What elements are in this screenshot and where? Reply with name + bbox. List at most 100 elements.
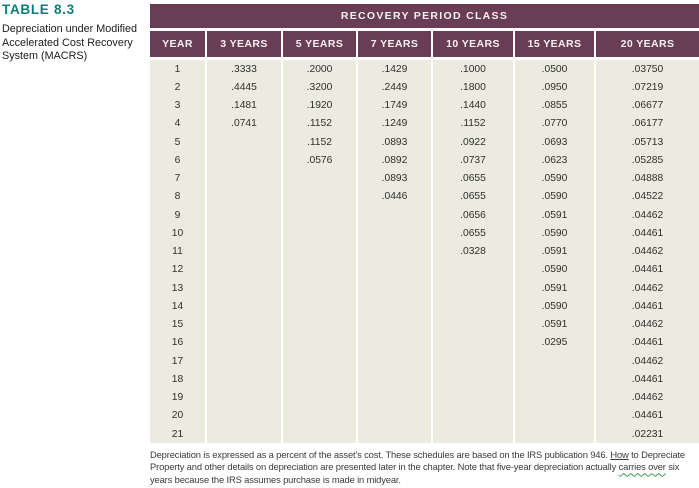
table-cell: .0590 <box>515 169 594 188</box>
table-cell: .06677 <box>596 96 699 115</box>
table-cell: .0655 <box>433 187 513 206</box>
table-cell: .04462 <box>596 352 699 371</box>
table-cell <box>283 388 356 407</box>
table-cell: .04461 <box>596 224 699 243</box>
table-cell <box>283 297 356 316</box>
table-cell <box>207 242 281 261</box>
table-cell: 5 <box>150 133 205 152</box>
table-cell <box>207 279 281 298</box>
table-cell: 16 <box>150 333 205 352</box>
table-cell: .1440 <box>433 96 513 115</box>
table-cell: .04462 <box>596 206 699 225</box>
table-cell: .0655 <box>433 169 513 188</box>
table-cell: .0922 <box>433 133 513 152</box>
footnote: Depreciation is expressed as a percent o… <box>150 449 699 486</box>
table-title-band: RECOVERY PERIOD CLASS <box>150 4 699 28</box>
table-cell: .04461 <box>596 370 699 389</box>
table-cell <box>358 388 431 407</box>
table-cell <box>515 406 594 425</box>
table-cell <box>358 425 431 444</box>
table-cell: .0446 <box>358 187 431 206</box>
macrs-table: RECOVERY PERIOD CLASS YEAR 3 YEARS 5 YEARS… <box>150 4 699 444</box>
table-header-row: YEAR 3 YEARS 5 YEARS 7 YEARS 10 YEARS 15 YEAR… <box>150 31 699 57</box>
table-cell: .0590 <box>515 260 594 279</box>
table-cell <box>283 406 356 425</box>
table-cell <box>433 260 513 279</box>
column-header: 5 YEARS <box>283 31 356 57</box>
table-cell: 9 <box>150 206 205 225</box>
table-cell <box>207 260 281 279</box>
table-cell <box>358 370 431 389</box>
table-cell: 19 <box>150 388 205 407</box>
table-cell: .1000 <box>433 60 513 79</box>
table-cell: .0893 <box>358 133 431 152</box>
table-cell: 10 <box>150 224 205 243</box>
table-cell <box>433 425 513 444</box>
table-cell <box>433 406 513 425</box>
table-cell <box>283 242 356 261</box>
table-cell <box>358 352 431 371</box>
table-cell: .04522 <box>596 187 699 206</box>
table-cell <box>207 352 281 371</box>
column-header: 20 YEARS <box>596 31 699 57</box>
table-cell <box>358 260 431 279</box>
table-cell: 11 <box>150 242 205 261</box>
table-cell: 3 <box>150 96 205 115</box>
table-cell <box>358 224 431 243</box>
column-header: 3 YEARS <box>207 31 281 57</box>
table-cell: .1800 <box>433 78 513 97</box>
table-cell <box>207 224 281 243</box>
table-cell <box>515 388 594 407</box>
table-cell <box>283 206 356 225</box>
table-cell <box>283 169 356 188</box>
table-cell: .0741 <box>207 114 281 133</box>
column-header: YEAR <box>150 31 205 57</box>
table-cell <box>283 333 356 352</box>
table-cell: .06177 <box>596 114 699 133</box>
column-header: 10 YEARS <box>433 31 513 57</box>
table-cell: .03750 <box>596 60 699 79</box>
table-cell <box>433 370 513 389</box>
table-cell <box>358 279 431 298</box>
table-cell <box>358 406 431 425</box>
footnote-text-3: six years because the IRS assumes purcha… <box>150 461 680 485</box>
table-cell: 15 <box>150 315 205 334</box>
table-cell: .0500 <box>515 60 594 79</box>
table-cell <box>207 169 281 188</box>
table-cell: .0328 <box>433 242 513 261</box>
table-cell: 20 <box>150 406 205 425</box>
table-cell: .0591 <box>515 206 594 225</box>
table-cell: .0892 <box>358 151 431 170</box>
table-cell: .0693 <box>515 133 594 152</box>
table-cell: 2 <box>150 78 205 97</box>
table-cell <box>433 297 513 316</box>
table-cell: 8 <box>150 187 205 206</box>
table-cell <box>515 352 594 371</box>
table-cell <box>207 388 281 407</box>
table-cell: 14 <box>150 297 205 316</box>
table-cell: .1152 <box>283 133 356 152</box>
table-cell: .0590 <box>515 224 594 243</box>
table-cell: .04461 <box>596 333 699 352</box>
table-cell: 4 <box>150 114 205 133</box>
footnote-text-1: Depreciation is expressed as a percent o… <box>150 449 611 460</box>
table-cell: .1152 <box>433 114 513 133</box>
table-cell <box>207 151 281 170</box>
table-cell <box>433 333 513 352</box>
table-cell: 1 <box>150 60 205 79</box>
table-cell: .0623 <box>515 151 594 170</box>
table-cell: .04462 <box>596 242 699 261</box>
table-cell <box>283 279 356 298</box>
table-cell: .1481 <box>207 96 281 115</box>
table-cell <box>433 279 513 298</box>
table-cell: .04462 <box>596 388 699 407</box>
table-cell: .02231 <box>596 425 699 444</box>
table-cell <box>207 315 281 334</box>
table-cell: .0590 <box>515 297 594 316</box>
table-cell <box>207 425 281 444</box>
table-cell: .2000 <box>283 60 356 79</box>
table-cell: .0656 <box>433 206 513 225</box>
table-cell: .0655 <box>433 224 513 243</box>
table-cell: .0576 <box>283 151 356 170</box>
